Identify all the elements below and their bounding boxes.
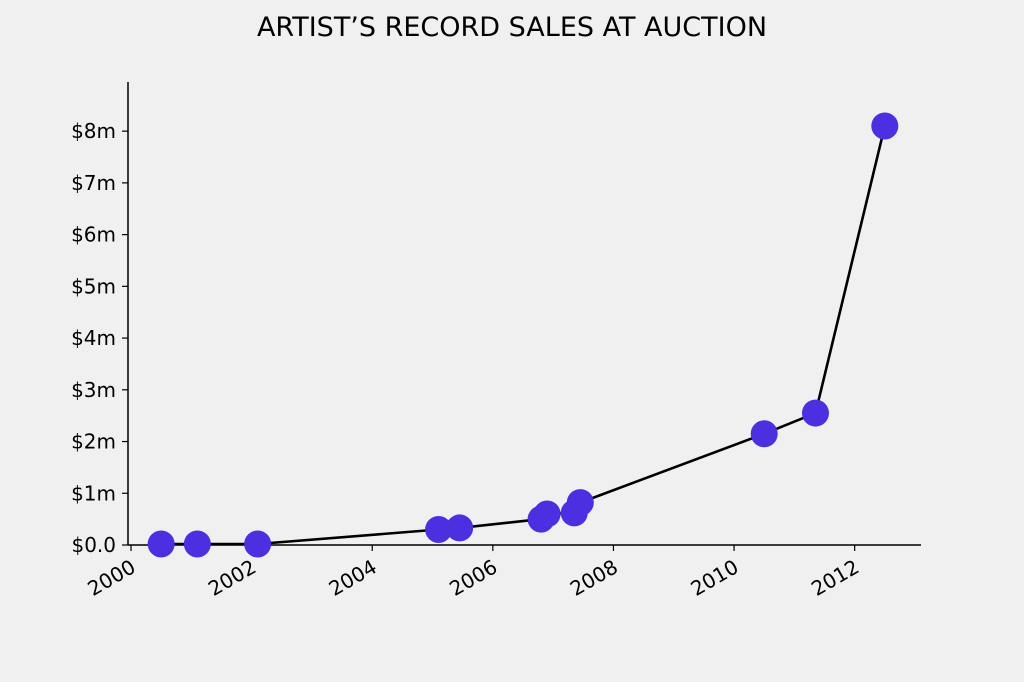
data-point [183, 530, 211, 558]
y-tick-label: $1m [71, 481, 116, 505]
data-point [147, 530, 175, 558]
y-tick-label: $3m [71, 378, 116, 402]
chart-title: ARTIST’S RECORD SALES AT AUCTION [257, 12, 767, 43]
x-tick-label: 2008 [566, 555, 622, 601]
x-tick-label: 2010 [686, 555, 742, 601]
x-tick-label: 2012 [807, 555, 863, 601]
x-tick-label: 2006 [445, 555, 501, 601]
data-point [871, 112, 899, 140]
y-tick-label: $7m [71, 171, 116, 195]
x-tick-label: 2004 [325, 555, 381, 601]
series-line [161, 125, 887, 546]
x-tick-label: 2002 [204, 555, 260, 601]
y-tick-label: $8m [71, 119, 116, 143]
data-point [446, 514, 474, 542]
y-tick-label: $5m [71, 274, 116, 298]
y-tick-label: $6m [71, 223, 116, 247]
y-tick-label: $0.0 [71, 533, 116, 557]
series [147, 112, 899, 558]
data-point [801, 399, 829, 427]
data-point [750, 420, 778, 448]
data-point [533, 500, 561, 528]
y-tick-label: $2m [71, 430, 116, 454]
data-point [425, 515, 453, 543]
x-tick-label: 2000 [83, 555, 139, 601]
data-point [566, 489, 594, 517]
y-tick-label: $4m [71, 326, 116, 350]
data-point [244, 530, 272, 558]
